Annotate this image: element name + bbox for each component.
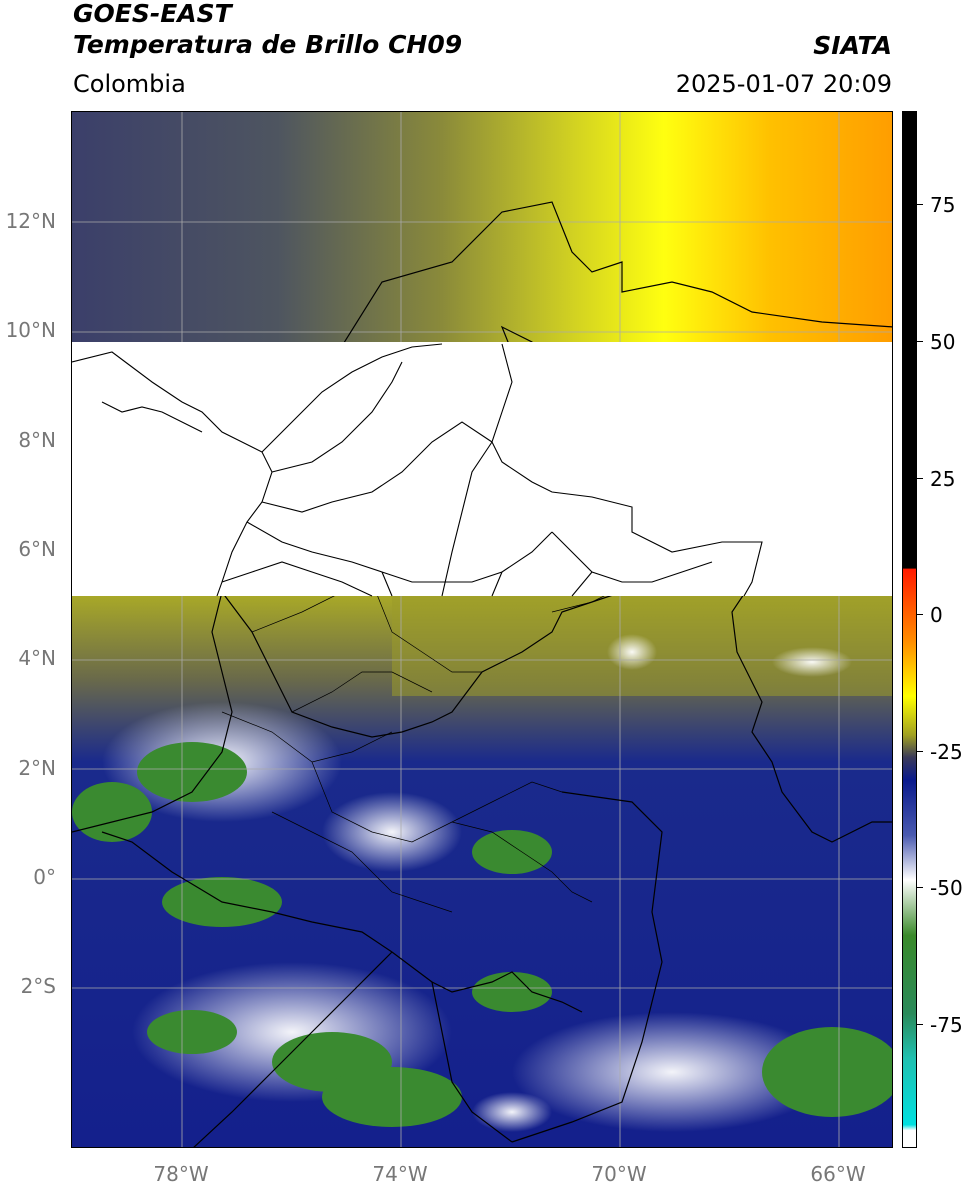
colorbar-label-50: 50 — [930, 330, 956, 354]
lat-label-2n: 2°N — [18, 756, 56, 780]
colorbar-label-25: 25 — [930, 467, 956, 491]
brightness-temperature-image — [72, 112, 892, 1147]
satellite-map — [71, 111, 893, 1148]
datetime-label: 2025-01-07 20:09 — [675, 70, 892, 98]
colorbar-tick — [917, 887, 923, 888]
lon-label-74w: 74°W — [372, 1162, 428, 1186]
colorbar-label-75: 75 — [930, 193, 956, 217]
colorbar-label-0: 0 — [930, 603, 943, 627]
colorbar-label-minus25: -25 — [930, 740, 963, 764]
lat-label-0: 0° — [33, 865, 56, 889]
product-title: GOES-EAST — [73, 0, 232, 28]
lat-label-6n: 6°N — [18, 537, 56, 561]
organization-label: SIATA — [813, 31, 892, 60]
lat-label-10n: 10°N — [5, 318, 56, 342]
region-label: Colombia — [73, 70, 186, 98]
colorbar-tick — [917, 204, 923, 205]
temperature-colorbar — [902, 111, 917, 1148]
colorbar-tick — [917, 341, 923, 342]
lon-label-66w: 66°W — [810, 1162, 866, 1186]
lat-label-8n: 8°N — [18, 428, 56, 452]
lat-label-2s: 2°S — [20, 974, 56, 998]
borders-over-missing-band — [72, 343, 763, 597]
colorbar-tick — [917, 478, 923, 479]
colorbar-tick — [917, 1024, 923, 1025]
colorbar-label-minus75: -75 — [930, 1013, 963, 1037]
lat-label-4n: 4°N — [18, 646, 56, 670]
colorbar-tick — [917, 614, 923, 615]
product-subtitle: Temperatura de Brillo CH09 — [73, 30, 463, 59]
lat-label-12n: 12°N — [5, 209, 56, 233]
lon-label-78w: 78°W — [153, 1162, 209, 1186]
lon-label-70w: 70°W — [591, 1162, 647, 1186]
colorbar-tick — [917, 751, 923, 752]
colorbar-label-minus50: -50 — [930, 876, 963, 900]
